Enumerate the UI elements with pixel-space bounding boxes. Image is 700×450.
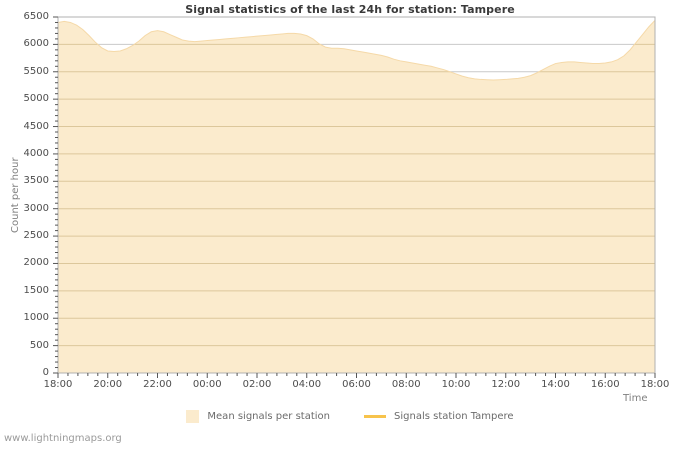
y-axis-label: Count per hour <box>10 157 21 233</box>
y-tick-label: 6000 <box>23 38 49 50</box>
y-tick-label: 3000 <box>23 202 49 214</box>
y-tick-label: 4500 <box>23 120 49 132</box>
y-tick-label: 1000 <box>23 312 49 324</box>
x-tick-label: 08:00 <box>391 379 421 390</box>
y-tick-label: 4000 <box>23 147 49 159</box>
legend-label-station-signals: Signals station Tampere <box>394 411 514 422</box>
x-tick-label: 16:00 <box>590 379 620 390</box>
chart-title: Signal statistics of the last 24h for st… <box>185 3 515 16</box>
legend-item-mean-signals[interactable]: Mean signals per station <box>186 410 330 423</box>
y-tick-label: 6500 <box>23 11 49 22</box>
y-tick-label: 5500 <box>23 65 49 77</box>
x-tick-label: 02:00 <box>242 379 272 390</box>
legend-label-mean-signals: Mean signals per station <box>207 411 331 422</box>
x-tick-label: 22:00 <box>143 379 172 390</box>
y-tick-label: 3500 <box>23 175 49 187</box>
legend-swatch-area-icon <box>186 410 200 423</box>
x-tick-label: 04:00 <box>292 379 322 390</box>
footer-attribution: www.lightningmaps.org <box>4 433 122 444</box>
x-tick-label: 06:00 <box>342 379 371 390</box>
y-tick-label: 2500 <box>23 230 49 242</box>
x-tick-label: 18:00 <box>640 379 670 390</box>
x-tick-label: 12:00 <box>491 379 521 390</box>
x-tick-label: 14:00 <box>541 379 570 390</box>
x-tick-label: 10:00 <box>441 379 471 390</box>
legend-swatch-line-icon <box>364 415 387 418</box>
chart-legend: Mean signals per station Signals station… <box>0 410 700 423</box>
y-tick-label: 5000 <box>23 93 49 105</box>
x-axis-label: Time <box>623 393 648 404</box>
y-tick-label: 500 <box>29 339 49 351</box>
y-tick-label: 0 <box>42 367 49 378</box>
y-tick-label: 1500 <box>23 284 49 296</box>
x-tick-label: 18:00 <box>43 379 73 390</box>
x-tick-label: 20:00 <box>93 379 123 390</box>
legend-item-station-signals[interactable]: Signals station Tampere <box>364 411 514 422</box>
x-tick-label: 00:00 <box>192 379 222 390</box>
y-tick-label: 2000 <box>23 257 49 269</box>
